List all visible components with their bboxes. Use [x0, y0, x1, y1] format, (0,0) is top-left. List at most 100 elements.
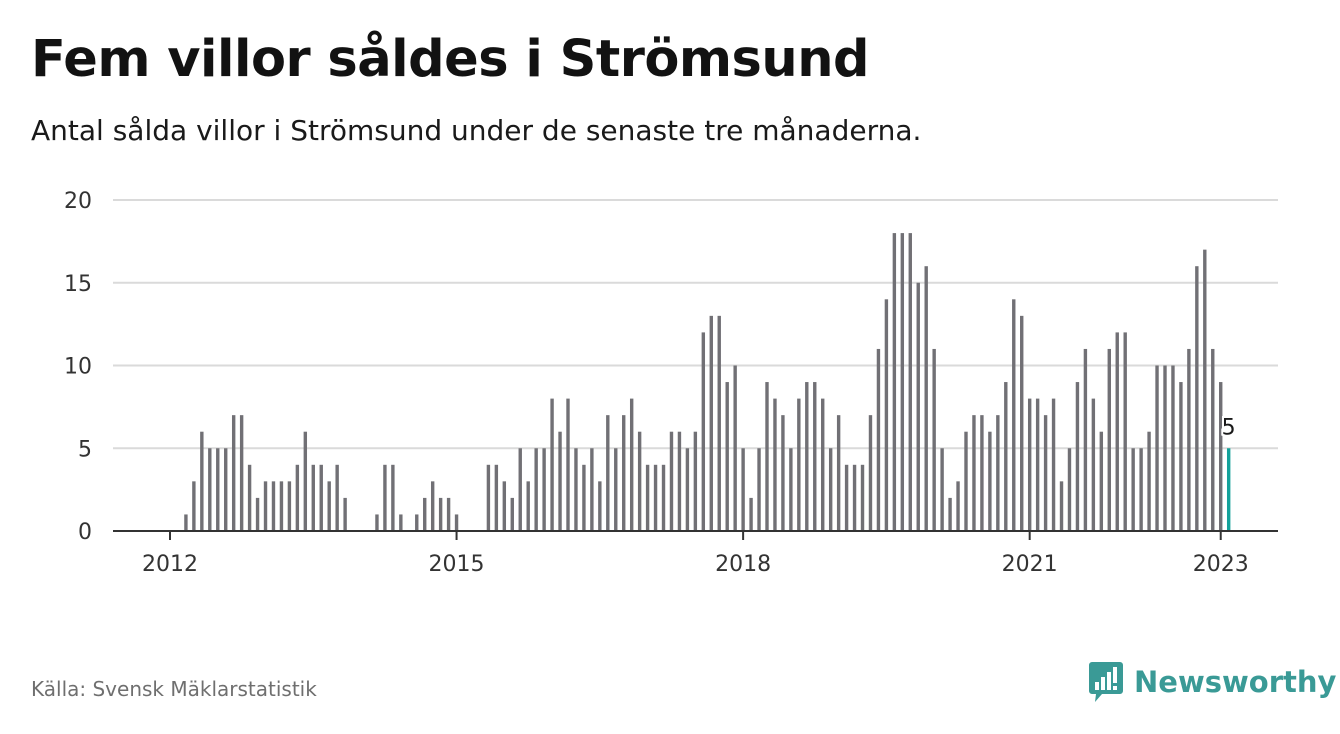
bar [645, 464, 650, 531]
bar [876, 348, 881, 531]
bar [1219, 382, 1223, 531]
bar [797, 398, 801, 531]
bar [574, 448, 578, 531]
bar [1035, 398, 1040, 531]
bar [1187, 348, 1191, 531]
bar [1067, 448, 1072, 531]
bar [295, 464, 300, 531]
bar [486, 464, 491, 531]
bar [629, 398, 634, 531]
brand-logo[interactable]: Newsworthy [1088, 660, 1336, 704]
bar [1131, 448, 1135, 531]
bar [757, 448, 761, 531]
y-tick-label-15: 15 [64, 272, 92, 297]
bar [972, 415, 976, 531]
bar [661, 464, 666, 531]
y-tick-label-10: 10 [64, 355, 92, 380]
bar [184, 514, 188, 531]
bar [1155, 365, 1159, 531]
bar [279, 481, 284, 531]
bar [303, 431, 308, 531]
bar [502, 481, 507, 531]
bar [813, 382, 817, 531]
bar [1075, 382, 1080, 531]
bar [430, 481, 435, 531]
bar [765, 382, 769, 531]
bar [701, 332, 706, 531]
bar [916, 282, 920, 531]
bar [1083, 348, 1088, 531]
bar [996, 415, 1000, 531]
bar [399, 514, 403, 531]
bar [383, 464, 387, 531]
bar [375, 514, 379, 531]
bar [852, 464, 857, 531]
bar [1004, 382, 1008, 531]
bar [749, 497, 753, 531]
bar [1027, 398, 1032, 531]
bar [924, 266, 928, 531]
bar [677, 431, 682, 531]
bar [956, 481, 960, 531]
bar [1195, 266, 1199, 531]
bar [948, 497, 952, 531]
bar [343, 497, 347, 531]
bar [693, 431, 698, 531]
bar [940, 448, 944, 531]
bar [327, 481, 331, 531]
bar [1020, 315, 1024, 531]
bar [773, 398, 777, 531]
brand-name: Newsworthy [1134, 665, 1337, 699]
bar [725, 382, 729, 531]
bar [526, 481, 530, 531]
bar [192, 481, 196, 531]
bar [1147, 431, 1151, 531]
bar [622, 415, 626, 531]
bar [932, 348, 936, 531]
bar [231, 415, 236, 531]
bar [653, 464, 658, 531]
bar [789, 448, 793, 531]
chart-title: Fem villor såldes i Strömsund [31, 30, 870, 89]
bar [454, 514, 459, 531]
bar [860, 464, 865, 531]
bar [614, 448, 618, 531]
bar [892, 233, 897, 531]
gridlines [113, 199, 1278, 450]
bar [900, 233, 905, 531]
bar [980, 415, 984, 531]
bar [518, 448, 522, 531]
bar [271, 481, 276, 531]
bar [1043, 415, 1048, 531]
bar [685, 448, 690, 531]
bar [558, 431, 562, 531]
bar [255, 497, 260, 531]
bar [669, 431, 674, 531]
bar [438, 497, 443, 531]
bar [423, 497, 427, 531]
bar [836, 415, 841, 531]
bar [868, 415, 873, 531]
bar [884, 299, 889, 531]
bar [1171, 365, 1175, 531]
bar [606, 415, 610, 531]
bar [1099, 431, 1104, 531]
bar [717, 315, 721, 531]
bar [1115, 332, 1119, 531]
bars [184, 233, 1231, 531]
x-tick-label-2023: 2023 [1193, 552, 1249, 577]
bar [1203, 249, 1207, 531]
bar [741, 448, 745, 531]
bar [335, 464, 339, 531]
bar [964, 431, 968, 531]
bar [1012, 299, 1016, 531]
bar [263, 481, 268, 531]
bar [566, 398, 570, 531]
bar [805, 382, 809, 531]
bar [908, 233, 912, 531]
bar [582, 464, 586, 531]
x-tick-label-2012: 2012 [142, 552, 198, 577]
bar [200, 431, 204, 531]
newsworthy-logo-icon [1089, 662, 1123, 702]
bar [216, 448, 220, 531]
